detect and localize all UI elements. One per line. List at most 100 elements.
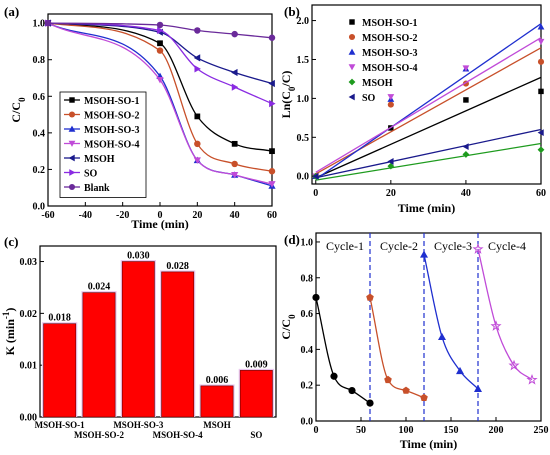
legend-marker [68,154,75,162]
legend-marker [348,93,355,101]
data-point [268,34,276,42]
bar [161,271,195,418]
data-point [366,293,374,301]
data-point [157,40,163,47]
series-line [477,248,533,381]
series-cycle-3 [420,250,482,392]
y-axis-label-text: K (min-1) [1,308,17,356]
x-tick-label: 40 [461,188,471,199]
series-line [369,297,425,399]
bar-value-label: 0.006 [206,375,229,386]
legend-label: MSOH-SO-1 [84,96,140,107]
data-point [312,172,319,180]
y-tick-label: 0.8 [301,273,314,284]
fit-line [315,23,542,180]
bar [121,261,155,418]
bar-value-label: 0.018 [48,313,71,324]
y-axis-label-main: K (min [3,319,17,356]
y-tick-label: 0.01 [20,361,38,372]
y-tick-label: 1.0 [301,237,314,248]
fit-line [315,128,542,179]
x-tick-label: 0 [158,210,163,221]
data-point [462,143,469,151]
y-tick-label: 0.4 [301,345,314,356]
legend-marker [348,48,356,55]
data-point [526,373,538,385]
series-cycle-4 [472,243,538,385]
data-point [537,58,545,65]
legend-marker [68,183,76,191]
data-point [268,181,276,188]
legend-marker [69,169,76,176]
y-axis-label-main: Ln(C [279,91,293,118]
bar [239,370,273,418]
y-tick-label: 0.2 [33,165,46,176]
cycle-label: Cycle-3 [434,239,472,253]
x-tick-label: 20 [192,210,202,221]
fit-line [315,142,542,181]
y-tick-label: 0.0 [297,172,310,183]
x-tick-label: 0 [314,425,319,436]
y-tick-label: 2.0 [297,16,310,27]
data-point [387,162,395,170]
y-axis-label: Ln(C0/C) [279,71,297,119]
bar-value-label: 0.024 [88,282,111,293]
data-point [231,83,239,91]
legend-marker [68,111,76,118]
y-axis-label-main: ) [3,308,17,312]
data-point [537,38,545,45]
x-axis-label: Time (min) [398,201,455,215]
legend-marker [68,140,76,147]
plot-frame [311,4,542,185]
legend-label: MSOH-SO-4 [362,63,418,74]
data-point [384,375,392,384]
data-point [537,129,544,137]
data-point [348,386,356,395]
bar-value-label: 0.028 [166,261,189,272]
x-tick-label: 250 [534,425,549,436]
data-point [538,88,544,95]
panel-label: (b) [284,4,300,19]
y-axis-label-main: C/C [9,102,23,123]
y-tick-label: 0.5 [297,133,310,144]
x-tick-label: 200 [489,425,504,436]
data-point [462,65,470,72]
cycle-label: Cycle-2 [380,239,418,253]
data-point [157,26,164,35]
series-line [47,22,273,185]
chart-panel-c: 0.00 0.01 0.02 0.03(c) K (min-1) 0.018 MSOH-SO… [1,234,277,440]
fit-line [315,76,542,179]
data-point [269,148,275,155]
y-axis-label-sup: -1 [1,311,11,319]
data-point [156,47,164,54]
bar [43,323,77,418]
series-cycle-1 [312,293,374,407]
data-point [194,113,201,120]
data-point [366,399,374,407]
plot-frame [315,232,542,422]
bar [200,385,234,418]
data-point [268,168,276,175]
legend-label: MSOH [362,78,393,89]
data-point [156,76,164,84]
data-point [402,386,410,394]
series-line [47,22,273,152]
category-label: MSOH-SO-4 [153,430,204,440]
data-point [387,101,394,108]
data-point [490,320,502,331]
data-point [456,366,464,375]
legend-label: SO [362,93,376,104]
y-tick-label: 0.0 [301,417,314,428]
data-point [462,151,470,158]
bar-value-label: 0.009 [245,359,268,370]
category-label: SO [250,430,262,440]
legend: MSOH-SO-1 MSOH-SO-2 MSOH-SO-3 MSOH-SO-4 MSOH… [59,91,147,198]
series-line [423,254,479,390]
series-line [47,22,273,105]
legend-label: MSOH-SO-3 [362,48,418,59]
plot-frame [39,245,277,418]
x-axis-label: Time (min) [131,217,188,231]
data-point [231,140,238,147]
data-point [44,19,52,27]
